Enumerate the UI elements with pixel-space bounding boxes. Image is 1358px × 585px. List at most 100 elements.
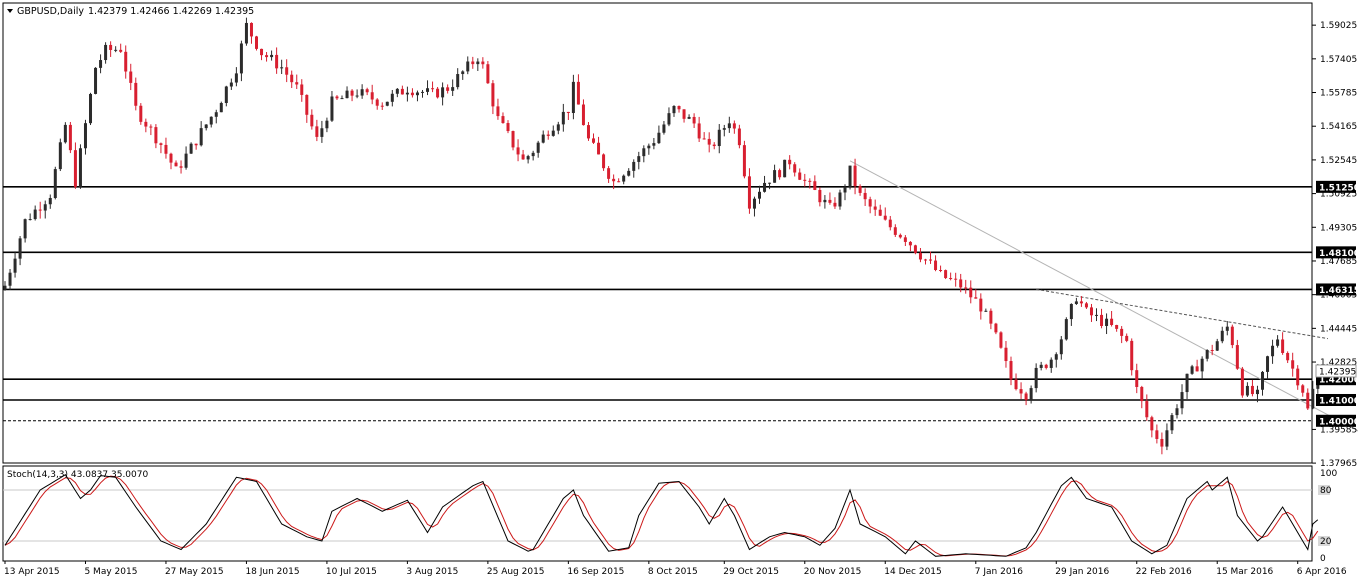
bearish-candle [853, 165, 857, 187]
bearish-candle [576, 81, 580, 105]
bullish-candle [184, 153, 188, 168]
bearish-candle [139, 105, 143, 122]
bearish-candle [1079, 301, 1083, 304]
bullish-candle [652, 143, 656, 146]
bullish-candle [244, 22, 248, 44]
bearish-candle [1301, 385, 1305, 393]
bullish-candle [441, 87, 445, 98]
bullish-candle [637, 156, 641, 162]
bullish-candle [783, 159, 787, 178]
bearish-candle [1306, 392, 1310, 409]
bearish-candle [828, 199, 832, 203]
stochastic-level-tag [1318, 485, 1330, 495]
bearish-candle [315, 126, 319, 137]
bearish-candle [506, 123, 510, 132]
bullish-candle [58, 142, 62, 170]
bearish-candle [1120, 328, 1124, 336]
bullish-candle [848, 165, 852, 187]
bullish-candle [13, 258, 17, 273]
bearish-candle [732, 123, 736, 129]
bullish-candle [1029, 388, 1033, 400]
bullish-candle [1049, 359, 1053, 368]
bearish-candle [1235, 345, 1239, 369]
level-price-tag [1316, 246, 1356, 259]
date-tick-label: 7 Jan 2016 [975, 567, 1023, 577]
bullish-candle [415, 92, 419, 96]
dashed-trendline [1036, 288, 1328, 340]
bearish-candle [124, 51, 128, 72]
bearish-candle [818, 189, 822, 203]
stochastic-tick-label: 20 [1320, 537, 1332, 547]
bearish-candle [38, 209, 42, 211]
bullish-candle [1105, 318, 1109, 326]
bullish-candle [385, 101, 389, 106]
bearish-candle [788, 159, 792, 165]
bullish-candle [3, 285, 7, 290]
bearish-candle [1100, 314, 1104, 326]
date-tick-label: 13 Apr 2015 [4, 567, 60, 577]
date-tick-label: 20 Nov 2015 [804, 567, 862, 577]
level-price-tag [1316, 393, 1356, 406]
bearish-candle [602, 154, 606, 169]
date-tick-label: 16 Sep 2015 [567, 567, 624, 577]
date-tick-label: 6 Apr 2016 [1297, 567, 1347, 577]
bearish-candle [1089, 307, 1093, 316]
triangle-down-icon[interactable] [7, 9, 13, 13]
bearish-candle [305, 94, 309, 115]
bearish-candle [833, 202, 837, 207]
level-price-tag-label: 1.48100 [1319, 249, 1358, 259]
bearish-candle [677, 106, 681, 110]
bullish-candle [657, 132, 661, 144]
bearish-candle [798, 172, 802, 180]
bullish-candle [1220, 330, 1224, 342]
date-tick-label: 27 May 2015 [165, 567, 224, 577]
bullish-candle [89, 93, 93, 124]
bearish-candle [1024, 393, 1028, 400]
bullish-candle [1175, 408, 1179, 416]
bullish-candle [330, 96, 334, 121]
bearish-candle [929, 259, 933, 261]
bullish-candle [662, 124, 666, 133]
current-price-tag [1315, 364, 1357, 378]
bearish-candle [295, 82, 299, 85]
bullish-candle [541, 134, 545, 143]
bearish-candle [863, 192, 867, 200]
bearish-candle [310, 114, 314, 127]
date-tick-label: 29 Jan 2016 [1055, 567, 1109, 577]
bearish-candle [516, 147, 520, 155]
bullish-candle [219, 102, 223, 113]
bullish-candle [209, 116, 213, 125]
bearish-candle [380, 105, 384, 107]
bearish-candle [974, 297, 978, 299]
bearish-candle [692, 116, 696, 124]
bullish-candle [199, 128, 203, 146]
bearish-candle [939, 270, 943, 272]
bullish-candle [642, 148, 646, 157]
bullish-candle [43, 204, 47, 211]
bullish-candle [405, 92, 409, 95]
bullish-candle [1064, 319, 1068, 340]
bearish-candle [265, 55, 269, 58]
ohlc-label: 1.42379 1.42466 1.42269 1.42395 [88, 6, 254, 17]
bearish-candle [923, 259, 927, 261]
price-tick-label: 1.59025 [1320, 21, 1357, 31]
bearish-candle [1130, 340, 1134, 371]
price-tick-label: 1.46065 [1320, 291, 1357, 301]
price-tick-label: 1.42825 [1320, 358, 1357, 368]
date-tick-label: 8 Oct 2015 [648, 567, 698, 577]
level-price-tag [1316, 180, 1356, 193]
bearish-candle [597, 142, 601, 155]
bearish-candle [944, 270, 948, 279]
bullish-candle [461, 71, 465, 75]
bullish-candle [627, 170, 631, 176]
date-axis: 13 Apr 2015 5 May 2015 27 May 2015 18 Jun 2… [4, 561, 1347, 577]
bullish-candle [531, 152, 535, 157]
bullish-candle [687, 116, 691, 119]
bullish-candle [1095, 314, 1099, 316]
bearish-candle [778, 170, 782, 178]
bearish-candle [1009, 361, 1013, 380]
bullish-candle [717, 129, 721, 147]
